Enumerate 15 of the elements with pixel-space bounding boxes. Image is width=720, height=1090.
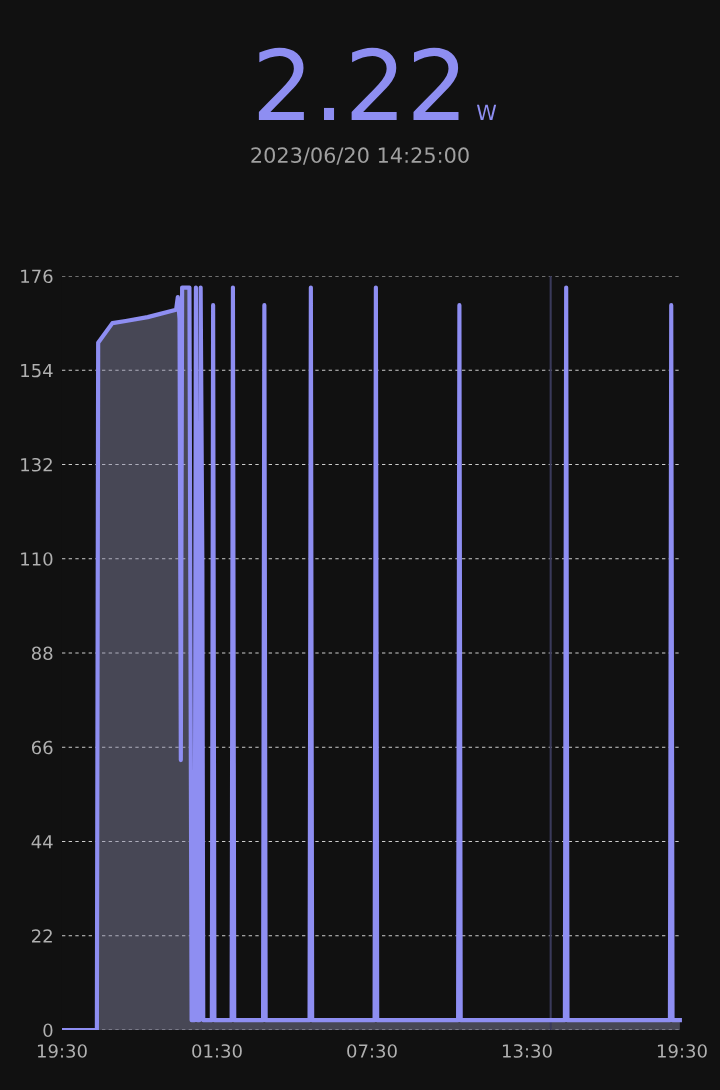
y-tick-label: 88 xyxy=(31,646,53,661)
y-tick-label: 176 xyxy=(21,269,53,284)
y-tick-label: 66 xyxy=(31,740,53,755)
y-tick-label: 0 xyxy=(43,1023,53,1038)
chart-subtitle: 2023/06/20 14:25:00 xyxy=(251,147,469,165)
x-tick-label: 13:30 xyxy=(502,1044,552,1058)
y-tick-label: 132 xyxy=(21,457,52,472)
x-tick-label: 19:30 xyxy=(657,1044,707,1058)
x-tick-label: 19:30 xyxy=(37,1044,87,1058)
y-tick-label: 154 xyxy=(21,363,53,378)
x-tick-label: 01:30 xyxy=(192,1044,242,1058)
x-tick-label: 07:30 xyxy=(347,1044,397,1058)
y-tick-label: 22 xyxy=(32,929,52,943)
y-tick-label: 44 xyxy=(31,835,53,849)
y-tick-label: 110 xyxy=(21,552,53,566)
